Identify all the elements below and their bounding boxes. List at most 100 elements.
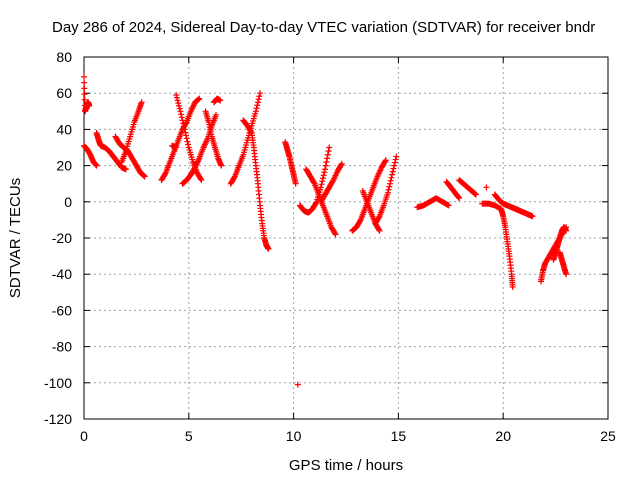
data-point bbox=[294, 381, 301, 388]
data-point bbox=[93, 162, 100, 169]
x-tick-labels: 0 5 10 15 20 25 bbox=[80, 428, 616, 444]
data-point bbox=[325, 148, 332, 155]
data-point bbox=[247, 128, 254, 135]
data-point bbox=[385, 186, 392, 193]
data-point bbox=[319, 178, 326, 185]
data-point bbox=[529, 213, 536, 220]
data-point bbox=[387, 177, 394, 184]
data-point bbox=[509, 283, 516, 290]
data-point bbox=[254, 102, 261, 109]
data-point bbox=[322, 166, 329, 173]
data-point bbox=[312, 200, 319, 207]
data-point bbox=[387, 180, 394, 187]
y-tick-label: -60 bbox=[52, 302, 72, 318]
data-point bbox=[175, 100, 182, 107]
x-tick-label: 10 bbox=[286, 428, 302, 444]
y-axis-label: SDTVAR / TECUs bbox=[7, 178, 24, 298]
data-point bbox=[393, 153, 400, 160]
data-point bbox=[320, 172, 327, 179]
data-point bbox=[382, 157, 389, 164]
x-tick-label: 25 bbox=[600, 428, 616, 444]
x-axis-label: GPS time / hours bbox=[289, 457, 403, 474]
data-point bbox=[392, 156, 399, 163]
data-point bbox=[338, 160, 345, 167]
data-point bbox=[386, 183, 393, 190]
data-point bbox=[81, 96, 88, 103]
data-point bbox=[356, 218, 363, 225]
data-point bbox=[391, 162, 398, 169]
data-point bbox=[122, 166, 129, 173]
data-point bbox=[179, 117, 186, 124]
data-point bbox=[231, 174, 238, 181]
data-point bbox=[318, 181, 325, 188]
y-tick-label: 60 bbox=[56, 85, 72, 101]
data-point bbox=[324, 151, 331, 158]
y-tick-label: -20 bbox=[52, 230, 72, 246]
data-point bbox=[177, 108, 184, 115]
data-point bbox=[86, 102, 93, 109]
data-point bbox=[382, 158, 389, 165]
data-point bbox=[445, 202, 452, 209]
data-point bbox=[323, 158, 330, 165]
data-point bbox=[255, 96, 262, 103]
data-point bbox=[173, 94, 180, 101]
data-point bbox=[176, 105, 183, 112]
data-point bbox=[389, 168, 396, 175]
data-point bbox=[197, 175, 204, 182]
data-point bbox=[471, 190, 478, 197]
data-point bbox=[375, 226, 382, 233]
data-point bbox=[180, 123, 187, 130]
data-marks bbox=[81, 73, 570, 388]
data-point bbox=[376, 227, 383, 234]
data-point bbox=[390, 165, 397, 172]
data-point bbox=[375, 214, 382, 221]
data-point bbox=[81, 91, 88, 98]
data-point bbox=[81, 85, 88, 92]
data-point bbox=[324, 155, 331, 162]
grid-lines bbox=[84, 57, 608, 419]
y-tick-labels: 80 60 40 20 0 -20 -40 -60 -80 -100 -120 bbox=[44, 49, 72, 427]
data-point bbox=[257, 90, 264, 97]
y-tick-label: 20 bbox=[56, 158, 72, 174]
data-point bbox=[472, 190, 479, 197]
data-point bbox=[338, 161, 345, 168]
tick-marks bbox=[83, 56, 609, 420]
y-tick-label: 80 bbox=[56, 49, 72, 65]
data-point bbox=[194, 96, 201, 103]
data-point bbox=[173, 92, 180, 99]
data-point bbox=[181, 126, 188, 133]
data-point bbox=[563, 271, 570, 278]
data-point bbox=[138, 99, 145, 106]
data-point bbox=[456, 195, 463, 202]
data-point bbox=[265, 245, 272, 252]
data-point bbox=[198, 177, 205, 184]
data-point bbox=[183, 132, 190, 139]
data-point bbox=[384, 189, 391, 196]
data-point bbox=[253, 105, 260, 112]
data-point bbox=[195, 96, 202, 103]
data-point bbox=[213, 111, 220, 118]
y-tick-label: 40 bbox=[56, 121, 72, 137]
data-point bbox=[174, 97, 181, 104]
data-point bbox=[391, 159, 398, 166]
data-point bbox=[331, 230, 338, 237]
data-point bbox=[162, 171, 169, 178]
data-point bbox=[140, 172, 147, 179]
data-point bbox=[310, 179, 317, 186]
data-point bbox=[141, 172, 148, 179]
y-tick-label: -120 bbox=[44, 411, 72, 427]
data-point bbox=[455, 194, 462, 201]
y-tick-label: -100 bbox=[44, 375, 72, 391]
data-point bbox=[256, 93, 263, 100]
data-point bbox=[191, 165, 198, 172]
data-point bbox=[389, 171, 396, 178]
data-point bbox=[217, 97, 224, 104]
chart-title: Day 286 of 2024, Sidereal Day-to-day VTE… bbox=[52, 19, 595, 36]
data-point bbox=[141, 173, 148, 180]
data-point bbox=[185, 141, 192, 148]
data-point bbox=[176, 102, 183, 109]
data-point bbox=[319, 175, 326, 182]
data-point bbox=[218, 162, 225, 169]
data-point bbox=[178, 114, 185, 121]
